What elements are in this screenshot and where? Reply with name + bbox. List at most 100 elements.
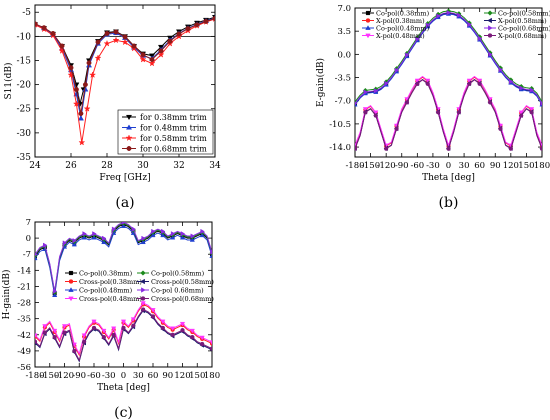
data-point: [62, 330, 67, 335]
data-point: [539, 146, 542, 151]
data-point: [130, 317, 136, 322]
panel-label: (b): [439, 195, 459, 211]
data-point: [179, 321, 186, 327]
data-point: [414, 78, 420, 84]
x-tick-label: 60: [148, 371, 159, 381]
data-point: [160, 325, 165, 330]
legend-marker: [125, 114, 133, 121]
y-tick-label: -15: [17, 56, 32, 66]
data-point: [140, 52, 146, 58]
legend-label: X-pol(0.38mm): [376, 17, 425, 25]
legend-label: X-pol(0.58mm): [498, 17, 547, 25]
data-point: [209, 340, 212, 345]
data-point: [150, 314, 156, 319]
data-point: [355, 101, 358, 105]
data-point: [373, 88, 379, 94]
data-point: [120, 319, 127, 325]
data-point: [180, 231, 186, 237]
legend-label: Co-pol(0.38mm): [376, 10, 430, 18]
legend-label: Co-pol(0.38mm): [79, 270, 133, 278]
data-point: [540, 100, 542, 106]
data-point: [67, 71, 75, 79]
y-tick-label: 0: [26, 234, 31, 244]
data-point: [120, 223, 127, 228]
data-point: [176, 31, 182, 37]
x-tick-label: -90: [72, 371, 86, 381]
x-tick-label: 120: [503, 161, 519, 171]
data-point: [111, 326, 117, 332]
legend-marker: [487, 10, 493, 16]
data-point: [150, 308, 156, 313]
x-tick-label: -30: [102, 371, 116, 381]
data-point: [363, 89, 369, 95]
x-tick-label: -150: [361, 161, 380, 171]
data-point: [363, 110, 368, 115]
data-point: [436, 13, 441, 19]
legend-marker: [487, 33, 493, 38]
data-point: [425, 22, 431, 28]
y-axis-label: H-gain(dB): [1, 269, 12, 319]
y-tick-label: -28: [17, 299, 31, 309]
data-point: [160, 232, 166, 238]
data-point: [68, 65, 74, 71]
y-axis-label: E-gain(dB): [315, 58, 326, 107]
data-point: [77, 115, 84, 121]
data-point: [121, 325, 126, 330]
data-point: [94, 54, 102, 62]
data-point: [86, 60, 92, 66]
legend-label: Co-pol(0.68mm): [498, 25, 550, 33]
data-point: [101, 334, 106, 340]
legend-marker: [365, 18, 371, 23]
x-tick-label: 30: [459, 161, 470, 171]
data-point: [81, 333, 87, 338]
data-point: [89, 71, 97, 79]
legend: Co-pol(0.38mm)Cross-pol(0.38mm)Co-pol(0.…: [65, 270, 214, 303]
data-point: [149, 57, 155, 62]
y-tick-label: -7: [23, 250, 31, 260]
x-tick-label: -60: [410, 161, 424, 171]
data-point: [209, 346, 212, 351]
y-tick-label: -42: [17, 331, 31, 341]
data-point: [384, 146, 389, 151]
data-point: [95, 39, 101, 45]
legend-label: for 0.58mm trim: [140, 134, 207, 143]
legend-label: Cross-pol(0.68mm): [151, 295, 214, 303]
data-point: [179, 234, 186, 240]
data-point: [467, 21, 472, 28]
data-point: [508, 146, 513, 151]
x-tick-label: 150: [518, 161, 534, 171]
data-point: [373, 113, 378, 118]
data-point: [148, 59, 156, 67]
y-tick-label: -5: [22, 8, 31, 18]
x-tick-label: 90: [490, 161, 501, 171]
data-point: [161, 228, 166, 235]
legend-label: Co-pol(0.48mm): [79, 287, 133, 295]
x-axis-label: Freq [GHz]: [99, 173, 150, 183]
data-point: [189, 328, 195, 334]
data-point: [477, 78, 483, 84]
y-tick-label: -14: [17, 266, 31, 276]
data-point: [200, 228, 205, 235]
legend-marker: [68, 279, 74, 284]
data-point: [415, 81, 420, 86]
legend: Co-pol(0.38mm)X-pol(0.38mm)Co-pol(0.48mm…: [362, 10, 550, 40]
data-point: [111, 226, 117, 232]
legend-label: X-pol(0.48mm): [376, 32, 425, 40]
data-point: [141, 235, 146, 241]
x-tick-label: 32: [173, 161, 184, 171]
data-point: [160, 319, 166, 325]
legend-label: Co-pol 0.68mm): [151, 287, 204, 295]
data-point: [35, 252, 38, 257]
data-point: [467, 81, 472, 86]
x-tick-label: -180: [25, 371, 44, 381]
data-point: [394, 67, 400, 73]
data-point: [42, 324, 48, 329]
data-point: [384, 80, 389, 87]
data-point: [131, 43, 137, 49]
data-point: [82, 231, 87, 237]
data-point: [43, 242, 48, 248]
data-point: [170, 332, 175, 337]
x-tick-label: 30: [133, 371, 144, 381]
data-point: [111, 332, 116, 337]
